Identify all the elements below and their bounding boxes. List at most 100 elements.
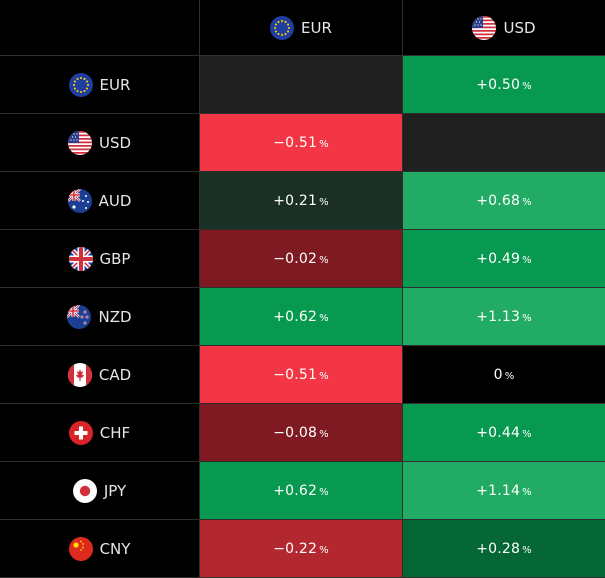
row-header: GBP — [0, 230, 200, 287]
percent-sign: % — [522, 312, 532, 324]
eu-flag-icon — [68, 72, 93, 97]
header-row: EUR USD — [0, 0, 605, 56]
percent-sign: % — [522, 196, 532, 208]
heatmap-cell[interactable]: +0.62% — [200, 462, 403, 519]
change-value: −0.51% — [273, 135, 329, 151]
heatmap-cell[interactable]: −0.08% — [200, 404, 403, 461]
change-number: +0.68 — [476, 192, 521, 209]
change-value: +0.49% — [476, 251, 532, 267]
row-header: JPY — [0, 462, 200, 519]
row-header: USD — [0, 114, 200, 171]
percent-sign: % — [522, 80, 532, 92]
change-number: +0.62 — [273, 482, 318, 499]
table-row: USD −0.51% — [0, 114, 605, 172]
column-header: EUR — [200, 0, 403, 55]
gb-flag-icon — [68, 246, 93, 271]
heatmap-cell[interactable]: −0.22% — [200, 520, 403, 577]
change-number: +1.13 — [476, 308, 521, 325]
corner-cell — [0, 0, 200, 55]
currency-code: AUD — [98, 191, 132, 210]
jp-flag-icon — [72, 478, 97, 503]
percent-sign: % — [319, 312, 329, 324]
currency-code: USD — [98, 133, 132, 152]
column-header: USD — [403, 0, 605, 55]
heatmap-cell[interactable]: +0.49% — [403, 230, 605, 287]
change-number: −0.51 — [273, 134, 318, 151]
heatmap-cell[interactable]: +1.14% — [403, 462, 605, 519]
heatmap-cell[interactable]: −0.51% — [200, 346, 403, 403]
change-number: −0.51 — [273, 366, 318, 383]
heatmap-cell[interactable] — [200, 56, 403, 113]
heatmap-cell[interactable]: 0% — [403, 346, 605, 403]
percent-sign: % — [522, 486, 532, 498]
heatmap-cell[interactable]: −0.51% — [200, 114, 403, 171]
currency-code: GBP — [99, 249, 131, 268]
row-header: AUD — [0, 172, 200, 229]
row-header-jpy: JPY — [72, 478, 126, 503]
row-header: NZD — [0, 288, 200, 345]
heatmap-cell[interactable]: +0.62% — [200, 288, 403, 345]
change-value: +0.68% — [476, 193, 532, 209]
table-row: NZD +0.62% +1.13% — [0, 288, 605, 346]
us-flag-icon — [67, 130, 92, 155]
percent-sign: % — [522, 428, 532, 440]
percent-sign: % — [319, 544, 329, 556]
row-header: CHF — [0, 404, 200, 461]
percent-sign: % — [522, 544, 532, 556]
change-number: −0.08 — [273, 424, 318, 441]
change-value: −0.08% — [273, 425, 329, 441]
table-row: JPY +0.62% +1.14% — [0, 462, 605, 520]
change-number: +0.50 — [476, 76, 521, 93]
change-value: +1.13% — [476, 309, 532, 325]
change-value: +0.44% — [476, 425, 532, 441]
change-number: +0.62 — [273, 308, 318, 325]
change-value: +0.62% — [273, 309, 329, 325]
percent-sign: % — [319, 254, 329, 266]
heatmap-cell[interactable]: −0.02% — [200, 230, 403, 287]
currency-code: CHF — [99, 423, 131, 442]
change-number: +0.44 — [476, 424, 521, 441]
row-header-nzd: NZD — [67, 304, 132, 329]
heatmap-cell[interactable]: +0.28% — [403, 520, 605, 577]
row-header-gbp: GBP — [68, 246, 131, 271]
change-value: −0.02% — [273, 251, 329, 267]
percent-sign: % — [319, 428, 329, 440]
currency-code: EUR — [99, 75, 131, 94]
change-number: +0.49 — [476, 250, 521, 267]
table-row: CAD −0.51% 0% — [0, 346, 605, 404]
table-row: GBP −0.02% +0.49% — [0, 230, 605, 288]
change-number: +0.21 — [273, 192, 318, 209]
table-row: EUR +0.50% — [0, 56, 605, 114]
change-number: +1.14 — [476, 482, 521, 499]
currency-code: CNY — [99, 539, 131, 558]
nz-flag-icon — [67, 304, 92, 329]
row-header: CNY — [0, 520, 200, 577]
percent-sign: % — [319, 486, 329, 498]
change-value: +1.14% — [476, 483, 532, 499]
ch-flag-icon — [68, 420, 93, 445]
change-number: +0.28 — [476, 540, 521, 557]
change-value: +0.28% — [476, 541, 532, 557]
change-value: +0.21% — [273, 193, 329, 209]
heatmap-cell[interactable] — [403, 114, 605, 171]
au-flag-icon — [67, 188, 92, 213]
eu-flag-icon — [270, 15, 295, 40]
row-header-cad: CAD — [67, 362, 131, 387]
heatmap-cell[interactable]: +0.21% — [200, 172, 403, 229]
change-number: −0.22 — [273, 540, 318, 557]
heatmap-cell[interactable]: +0.50% — [403, 56, 605, 113]
table-row: AUD +0.21% +0.68% — [0, 172, 605, 230]
percent-sign: % — [319, 138, 329, 150]
row-header-usd: USD — [67, 130, 132, 155]
table-row: CHF −0.08% +0.44% — [0, 404, 605, 462]
table-row: CNY −0.22% +0.28% — [0, 520, 605, 578]
heatmap-cell[interactable]: +0.44% — [403, 404, 605, 461]
row-header-cny: CNY — [68, 536, 131, 561]
percent-sign: % — [319, 370, 329, 382]
heatmap-cell[interactable]: +0.68% — [403, 172, 605, 229]
change-value: −0.22% — [273, 541, 329, 557]
column-header-eur: EUR — [270, 15, 332, 40]
heatmap-cell[interactable]: +1.13% — [403, 288, 605, 345]
ca-flag-icon — [67, 362, 92, 387]
